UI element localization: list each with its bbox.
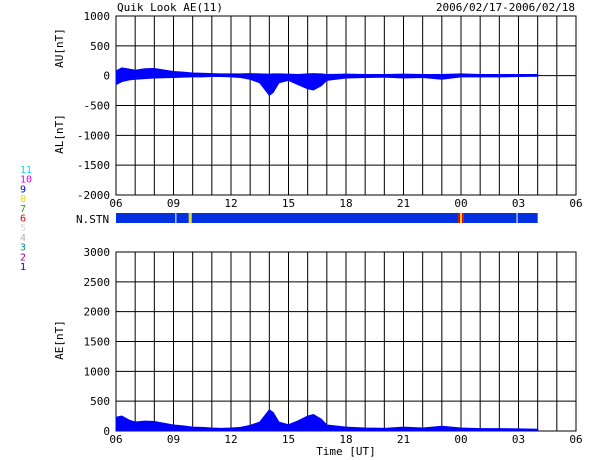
- ae-axis-label: AE[nT]: [53, 320, 66, 360]
- station-legend-item: 3: [20, 243, 26, 254]
- au-al-y-tick-label: 500: [90, 40, 110, 53]
- au-al-x-tick-label: 21: [397, 197, 410, 210]
- station-count-bar: [116, 213, 538, 223]
- ae-x-tick-label: 00: [454, 433, 467, 446]
- ae-x-tick-label: 03: [512, 433, 525, 446]
- au-al-x-tick-label: 06: [109, 197, 122, 210]
- station-count-segment-yellow: [460, 213, 462, 223]
- ae-y-tick-labels: 3000 2500 2000 1500 1000 500 0: [84, 246, 111, 438]
- station-legend-item: 7: [20, 204, 26, 215]
- station-count-segment-red: [461, 213, 464, 223]
- station-count-panel: N.STN: [76, 213, 538, 226]
- ae-x-tick-label: 09: [167, 433, 180, 446]
- station-legend-item: 1: [20, 262, 26, 273]
- station-legend-item: 4: [20, 233, 26, 244]
- ae-y-tick-label: 2000: [84, 306, 111, 319]
- ae-y-tick-label: 3000: [84, 246, 111, 259]
- au-al-x-tick-label: 00: [454, 197, 467, 210]
- station-legend-item: 5: [20, 223, 26, 234]
- station-count-segment-yellow: [188, 213, 192, 223]
- au-al-y-tick-label: -500: [84, 100, 111, 113]
- ae-x-tick-label: 06: [569, 433, 582, 446]
- ae-x-tick-label: 18: [339, 433, 352, 446]
- station-count-segment-gap: [175, 213, 177, 223]
- au-al-x-tick-label: 12: [224, 197, 237, 210]
- al-axis-label: AL[nT]: [53, 114, 66, 154]
- station-legend-item: 6: [20, 214, 26, 225]
- ae-series: [115, 409, 539, 432]
- au-al-x-tick-label: 03: [512, 197, 525, 210]
- station-legend-item: 2: [20, 252, 26, 263]
- ae-y-tick-label: 1500: [84, 336, 111, 349]
- au-al-y-tick-label: -1000: [77, 129, 110, 142]
- au-al-x-tick-label: 18: [339, 197, 352, 210]
- station-count-segment-ok: [191, 213, 459, 223]
- au-al-y-tick-label: 1000: [84, 10, 111, 23]
- ae-y-tick-label: 1000: [84, 365, 111, 378]
- station-count-segment-gap: [516, 213, 518, 223]
- ae-x-tick-label: 21: [397, 433, 410, 446]
- au-al-x-tick-label: 06: [569, 197, 582, 210]
- au-al-x-tick-labels: 06 09 12 15 18 21 00 03 06: [109, 197, 582, 210]
- au-al-series-area-1: [115, 67, 539, 77]
- nstn-label: N.STN: [76, 213, 109, 226]
- ae-x-tick-label: 15: [282, 433, 295, 446]
- station-count-segment-ok: [517, 213, 538, 223]
- ae-x-tick-label: 06: [109, 433, 122, 446]
- station-legend-item: 11: [20, 165, 32, 176]
- ae-x-tick-label: 12: [224, 433, 237, 446]
- date-range: 2006/02/17-2006/02/18: [436, 1, 575, 14]
- au-al-y-tick-label: -2000: [77, 189, 110, 202]
- au-al-x-tick-label: 15: [282, 197, 295, 210]
- au-al-y-tick-label: 0: [103, 70, 110, 83]
- ae-x-tick-labels: 06 09 12 15 18 21 00 03 06: [109, 433, 582, 446]
- station-legend-item: 10: [20, 175, 32, 186]
- ae-y-tick-label: 2500: [84, 276, 111, 289]
- au-al-y-tick-labels: 1000 500 0 -500 -1000 -1500 -2000: [77, 10, 110, 202]
- ae-y-tick-label: 500: [90, 395, 110, 408]
- au-al-panel: 1000 500 0 -500 -1000 -1500 -2000 06 09 12 15 18 21…: [53, 10, 583, 210]
- station-count-segment-red: [458, 213, 461, 223]
- au-al-x-tick-label: 09: [167, 197, 180, 210]
- station-count-segment-ok: [176, 213, 189, 223]
- x-axis-label: Time [UT]: [316, 445, 376, 458]
- ae-y-tick-label: 0: [103, 425, 110, 438]
- station-count-segment-ok: [116, 213, 176, 223]
- au-al-y-tick-label: -1500: [77, 159, 110, 172]
- station-count-segment-ok: [463, 213, 517, 223]
- chart-title: Quik Look AE(11): [117, 1, 223, 14]
- au-axis-label: AU[nT]: [53, 28, 66, 68]
- station-legend-item: 9: [20, 184, 26, 195]
- station-legend-item: 8: [20, 194, 26, 205]
- au-al-series: [115, 67, 539, 97]
